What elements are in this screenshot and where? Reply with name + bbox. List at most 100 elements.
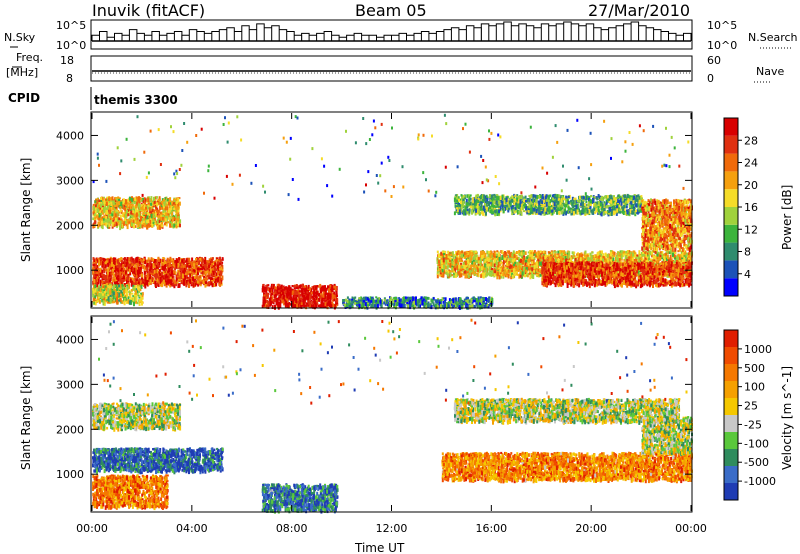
range-cell [108, 223, 111, 227]
range-cell [168, 267, 171, 272]
range-cell [96, 275, 99, 279]
range-cell [324, 301, 327, 307]
range-cell [298, 294, 301, 299]
range-cell [145, 206, 147, 210]
range-cell [126, 209, 128, 214]
range-cell [112, 203, 115, 207]
range-cell [149, 217, 152, 222]
range-cell [132, 206, 135, 209]
range-cell [147, 204, 150, 209]
range-cell [152, 263, 155, 267]
range-cell [141, 301, 143, 306]
range-cell [124, 214, 127, 219]
range-cell [93, 273, 96, 278]
range-cell [177, 278, 180, 281]
range-cell [92, 212, 95, 215]
range-cell [149, 219, 152, 224]
range-cell [133, 259, 136, 265]
range-cell [127, 209, 130, 212]
range-cell [194, 283, 197, 287]
range-cell [367, 304, 370, 307]
range-cell [117, 211, 120, 217]
range-cell [485, 297, 487, 302]
range-cell [263, 296, 266, 299]
range-cell [124, 201, 127, 206]
range-cell [114, 204, 116, 208]
range-cell [299, 285, 301, 289]
range-cell [95, 260, 98, 264]
range-cell [112, 219, 115, 222]
range-cell [146, 224, 149, 230]
range-cell [175, 221, 178, 226]
range-cell [161, 221, 163, 225]
range-cell [102, 273, 105, 279]
range-cell [109, 197, 112, 201]
range-cell [175, 206, 178, 211]
range-cell [123, 221, 125, 226]
range-cell [108, 272, 111, 277]
range-cell [275, 297, 278, 302]
range-cell [116, 268, 119, 272]
range-cell [107, 296, 110, 301]
range-cell [118, 211, 121, 214]
range-cell [220, 282, 223, 286]
range-cell [173, 205, 176, 208]
range-cell [289, 294, 292, 298]
range-cell [132, 219, 135, 223]
range-cell [179, 262, 182, 267]
range-cell [140, 273, 143, 278]
range-cell [175, 214, 177, 219]
range-cell [131, 208, 134, 212]
range-cell [115, 271, 118, 276]
range-cell [142, 212, 145, 215]
range-cell [331, 294, 334, 300]
range-cell [140, 199, 143, 202]
range-cell [392, 298, 395, 304]
range-cell [199, 267, 202, 272]
range-cell [128, 290, 131, 294]
range-cell [113, 224, 116, 228]
range-cell [130, 267, 132, 272]
range-cell [112, 200, 115, 205]
freq-label: Freq. [16, 51, 43, 64]
range-cell [277, 297, 280, 300]
range-cell [119, 220, 122, 226]
range-cell [262, 299, 265, 305]
range-cell [125, 259, 128, 265]
range-cell [104, 291, 107, 294]
range-cell [363, 300, 365, 303]
nave-tick-bottom: 0 [707, 72, 714, 85]
range-cell [162, 214, 165, 217]
range-cell [287, 303, 290, 308]
range-cell [98, 263, 100, 267]
range-cell [137, 218, 140, 221]
range-cell [170, 280, 173, 285]
range-cell [297, 300, 300, 304]
range-cell [134, 225, 137, 228]
range-cell [163, 201, 166, 207]
range-cell [332, 303, 335, 308]
range-cell [316, 290, 319, 295]
range-cell [150, 196, 153, 199]
range-cell [128, 268, 131, 273]
range-cell [141, 213, 144, 218]
range-cell [198, 270, 201, 273]
range-cell [94, 288, 97, 293]
range-cell [132, 197, 135, 203]
range-cell [118, 219, 121, 225]
range-cell [315, 297, 318, 300]
range-cell [102, 216, 104, 219]
range-cell [214, 260, 217, 264]
range-cell [163, 212, 166, 215]
range-cell [208, 258, 211, 262]
range-cell [172, 202, 175, 208]
range-cell [161, 265, 164, 271]
range-cell [167, 213, 170, 216]
range-cell [170, 215, 172, 219]
range-cell [142, 258, 145, 262]
range-cell [133, 214, 136, 218]
range-cell [123, 297, 126, 301]
range-cell [402, 301, 405, 304]
range-cell [426, 302, 429, 307]
